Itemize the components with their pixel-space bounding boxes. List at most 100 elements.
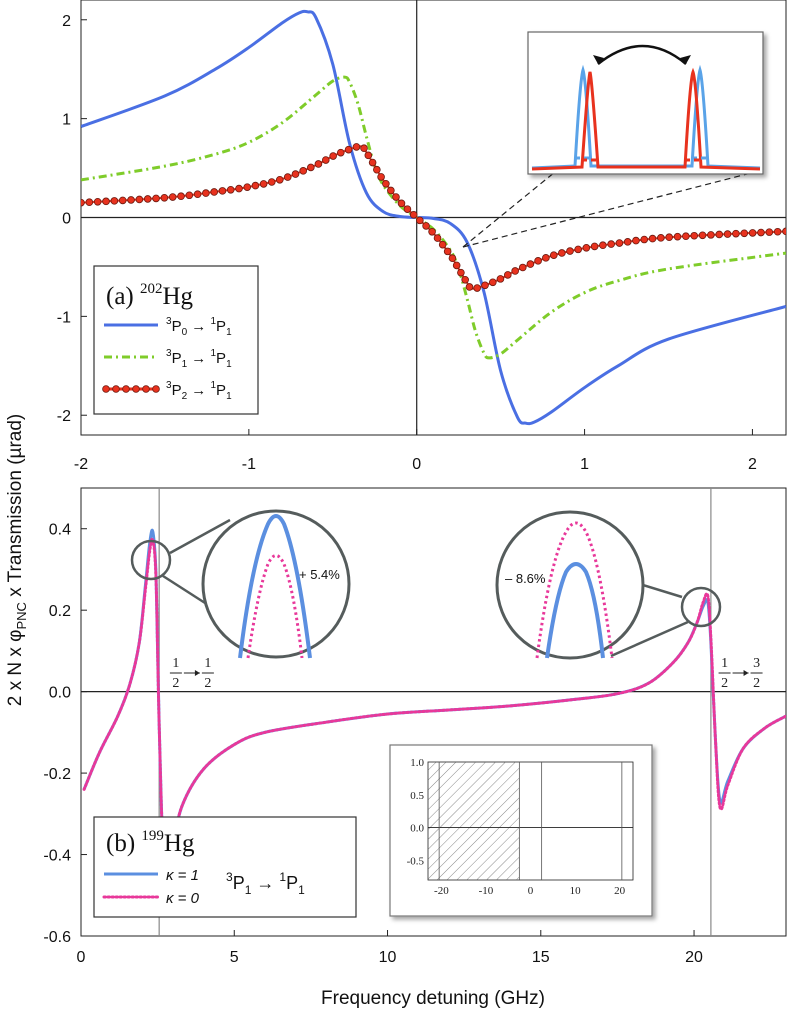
series-marker — [377, 173, 385, 181]
legend-a-label-part: 2 — [182, 391, 188, 402]
series-marker — [503, 271, 512, 279]
series-marker — [657, 234, 665, 242]
inset-arrowhead — [680, 55, 691, 64]
legend-a-label: 3P1 → 1P1 — [166, 348, 232, 370]
panel-a-inset — [527, 31, 764, 175]
series-marker — [275, 175, 284, 184]
legend-b-label: κ = 1 — [166, 867, 199, 884]
series-marker — [422, 222, 430, 230]
series-marker — [127, 196, 135, 204]
series-marker — [85, 198, 94, 207]
zoom-annotation-minus: – 8.6% — [505, 571, 546, 586]
series-marker — [283, 173, 292, 181]
series-marker — [481, 281, 489, 290]
x-tick-label: 0 — [77, 949, 86, 966]
series-marker — [438, 240, 447, 249]
series-marker — [382, 179, 390, 188]
series-marker — [707, 231, 715, 239]
series-marker — [599, 241, 607, 249]
legend-a-marker — [132, 385, 140, 393]
series-marker — [251, 181, 260, 190]
series-marker — [448, 254, 457, 263]
inset-x-tick-label: 10 — [570, 885, 582, 897]
series-marker — [387, 186, 395, 195]
legend-a-label-part: P — [172, 382, 182, 399]
legend-a-label-part: → — [187, 318, 210, 335]
series-marker — [364, 151, 373, 160]
series-marker — [773, 227, 782, 236]
legend-a-label-part: 1 — [226, 359, 232, 370]
legend-a-label-part: 1 — [226, 391, 232, 402]
series-marker — [496, 275, 505, 283]
x-tick-label: 0 — [412, 456, 421, 473]
series-marker — [648, 234, 657, 243]
x-tick-label: -2 — [74, 456, 88, 473]
series-marker — [368, 158, 377, 167]
series-marker — [392, 193, 400, 201]
series-marker — [403, 205, 412, 213]
legend-a-label-part: P — [172, 318, 182, 335]
hyperfine-label: 1 2 3 2 — [718, 656, 763, 691]
legend-a-marker — [102, 385, 110, 393]
series-marker — [177, 192, 185, 201]
series-marker — [782, 227, 786, 236]
series-marker — [202, 189, 210, 197]
y-tick-label: -2 — [57, 408, 71, 425]
y-tick-label: 2 — [62, 13, 71, 30]
legend-a-label-part: 1 — [226, 327, 232, 338]
series-marker — [457, 268, 465, 277]
panel-b-transition: 3P1 → 1P1 — [226, 870, 305, 897]
x-tick-label: 20 — [685, 949, 703, 966]
series-marker — [160, 193, 169, 202]
inset-x-tick-label: -10 — [479, 885, 494, 897]
series-marker — [193, 190, 202, 198]
hyperfine-digit: 1 — [172, 656, 179, 671]
legend-a-marker — [122, 385, 130, 393]
x-tick-label: 2 — [748, 456, 757, 473]
series-marker — [336, 148, 345, 157]
legend-a-label-part: 0 — [182, 327, 188, 338]
zoom-annotation-plus: + 5.4% — [299, 567, 340, 582]
y-tick-label: -0.6 — [43, 929, 71, 946]
x-tick-label: 1 — [580, 456, 589, 473]
series-marker — [740, 229, 749, 238]
zoom-bubble-left: + 5.4% — [130, 509, 351, 659]
legend-a-marker — [152, 385, 160, 393]
series-marker — [526, 260, 535, 268]
inset-y-tick-label: 0.5 — [410, 790, 424, 802]
series-marker — [665, 233, 673, 242]
series-marker — [698, 231, 707, 240]
series-line-1 — [82, 537, 786, 874]
series-marker — [428, 227, 436, 236]
inset-x-tick-label: 0 — [528, 885, 534, 897]
panel-b-title: (b) 199Hg — [106, 828, 195, 857]
legend-a-label-part: P — [216, 318, 226, 335]
series-marker — [640, 235, 649, 244]
series-marker — [259, 180, 268, 188]
legend-a-label: 3P2 → 1P1 — [166, 380, 232, 402]
series-marker — [185, 191, 194, 200]
y-tick-label: -0.2 — [43, 766, 71, 783]
series-marker — [549, 251, 558, 259]
y-tick-label: 0 — [62, 211, 71, 228]
hyperfine-digit: 2 — [721, 676, 728, 691]
series-marker — [307, 163, 315, 172]
series-marker — [518, 263, 527, 272]
series-marker — [360, 144, 368, 152]
series-marker — [461, 276, 469, 284]
y-tick-label: 0.4 — [49, 522, 71, 539]
legend-a-marker — [112, 385, 120, 393]
x-axis-label: Frequency detuning (GHz) — [321, 988, 545, 1009]
legend-a-label-part: → — [187, 382, 210, 399]
hyperfine-arrowhead — [194, 670, 200, 676]
series-marker — [433, 234, 442, 242]
inset-peak-red — [531, 67, 761, 171]
series-marker — [443, 247, 452, 256]
hyperfine-digit: 1 — [204, 656, 211, 671]
series-marker — [723, 230, 732, 238]
series-marker — [299, 167, 307, 175]
legend-a-label-part: 3 — [166, 316, 172, 327]
series-marker — [715, 230, 724, 239]
